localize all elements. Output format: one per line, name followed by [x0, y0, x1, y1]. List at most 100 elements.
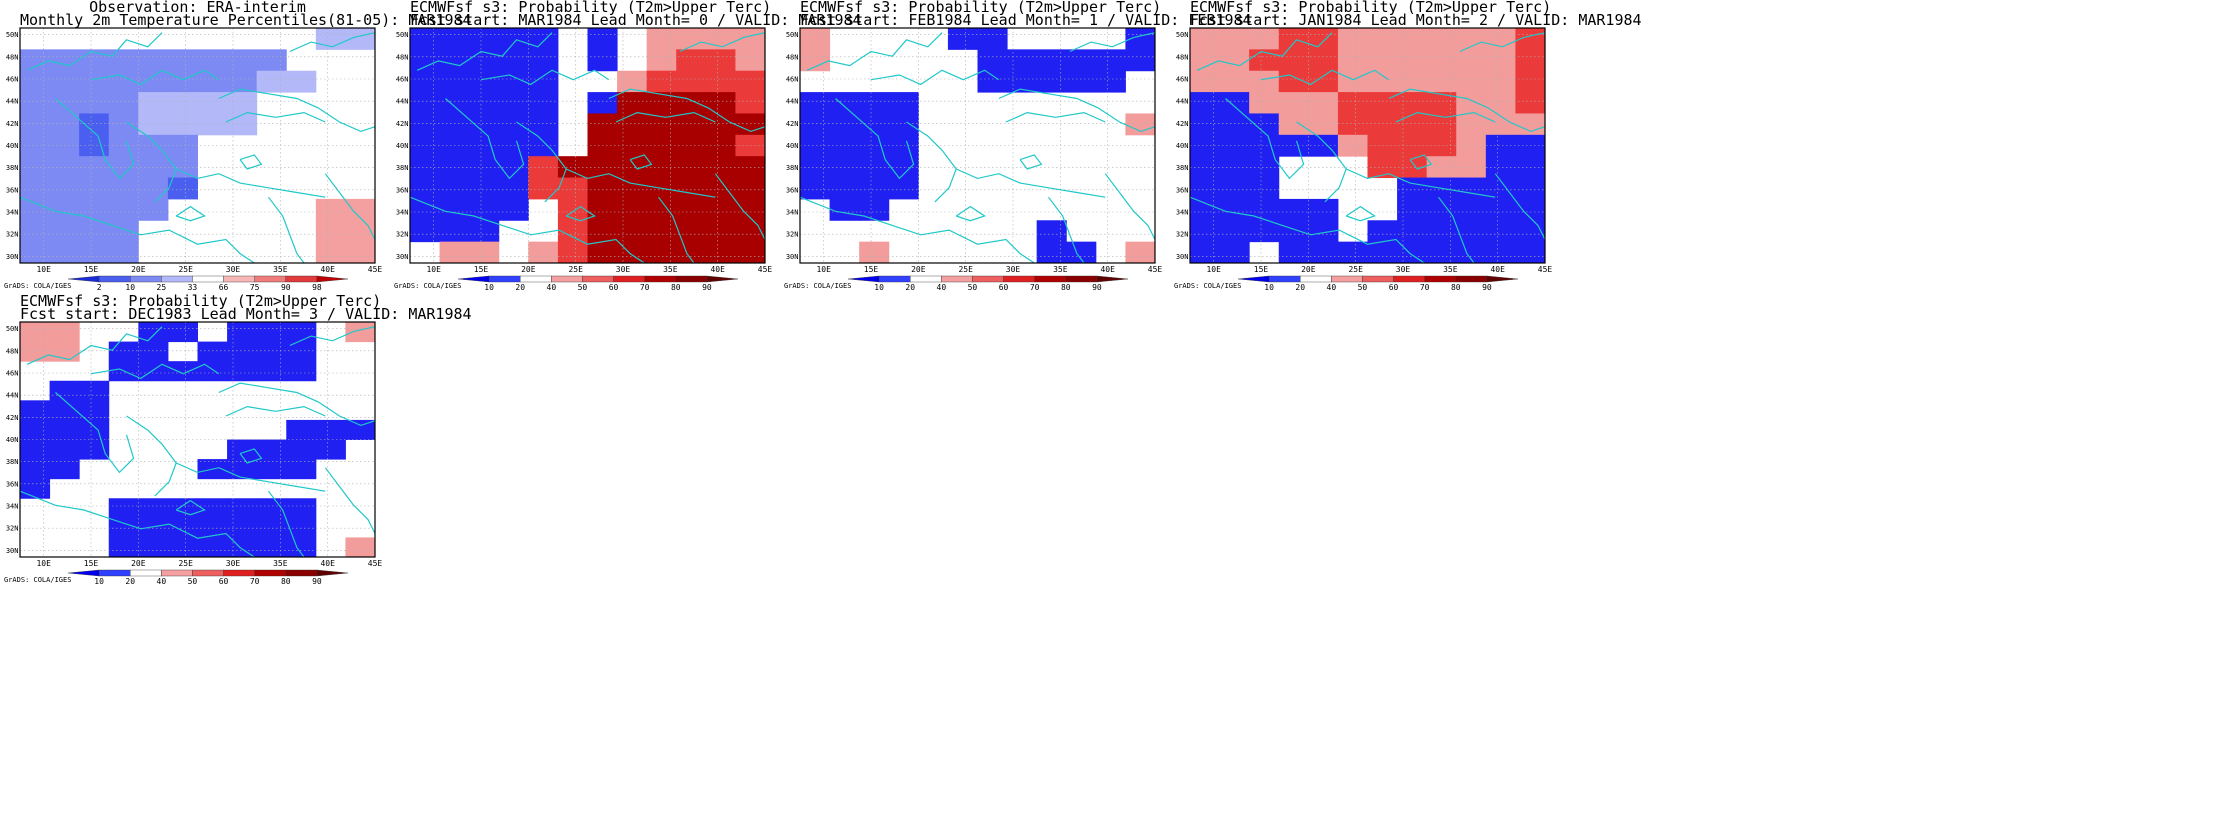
lat-tick-label: 36N [1176, 186, 1189, 194]
colorbar-swatch [1237, 275, 1270, 283]
grid-cell [1190, 92, 1221, 114]
shaded-cells [410, 28, 766, 264]
grid-cell [227, 49, 258, 72]
grid-cell [286, 537, 317, 558]
colorbar-swatch [847, 275, 880, 283]
grid-cell [587, 198, 618, 221]
lon-tick-label: 15E [864, 265, 879, 274]
grid-cell [587, 241, 618, 264]
grid-cell [676, 49, 707, 72]
colorbar-swatch [67, 569, 100, 577]
colorbar-swatch [551, 275, 583, 283]
grid-cell [286, 498, 317, 519]
grid-cell [1426, 113, 1457, 136]
colorbar-label: 40 [937, 283, 947, 292]
grid-cell [227, 113, 258, 136]
map-svg: 10E 15E 20E 25E 30E 35E 40E 45E 30N 32N 34N 36N 38N 4… [786, 27, 1162, 292]
colorbar-swatch [130, 275, 162, 283]
grid-cell [1367, 113, 1398, 136]
shaded-cells [20, 322, 376, 558]
grid-cell [1249, 156, 1280, 179]
grid-cell [20, 341, 51, 362]
grid-cell [1456, 70, 1487, 93]
grid-cell [315, 419, 346, 440]
colorbar-swatch [1424, 275, 1456, 283]
grid-cell [256, 439, 287, 460]
lat-tick-label: 36N [6, 480, 19, 488]
lon-tick-label: 15E [84, 559, 99, 568]
grid-cell [167, 113, 198, 136]
colorbar-label: 40 [1327, 283, 1337, 292]
grid-cell [1337, 241, 1368, 264]
grid-cell [1308, 241, 1339, 264]
grid-cell [345, 198, 376, 221]
panel-title-line-1: ECMWFsf s3: Probability (T2m>Upper Terc) [410, 0, 772, 16]
lon-tick-label: 40E [1100, 265, 1115, 274]
grid-cell [79, 92, 110, 114]
colorbar-label: 10 [484, 283, 494, 292]
grid-cell [676, 70, 707, 93]
grid-cell [108, 220, 139, 243]
grid-cell [859, 156, 890, 179]
colorbar-swatch [1034, 275, 1066, 283]
grid-cell [345, 241, 376, 264]
grid-cell [410, 198, 441, 221]
grid-cell [49, 241, 80, 264]
grid-cell [108, 517, 139, 538]
coastlines [1189, 32, 1546, 264]
grid-cell [1426, 134, 1457, 157]
grid-cell [947, 28, 978, 50]
lat-tick-label: 46N [396, 75, 409, 83]
lon-tick-label: 15E [1254, 265, 1269, 274]
colorbar-swatch [457, 275, 490, 283]
grid-cell [1219, 92, 1250, 114]
coastlines [409, 32, 766, 264]
grid-cell [286, 419, 317, 440]
grid-cell [1308, 220, 1339, 243]
grid-cell [469, 198, 500, 221]
grid-cell [705, 113, 736, 136]
colorbar [1237, 275, 1519, 283]
grid-cell [20, 134, 51, 157]
colorbar-label: 90 [1092, 283, 1102, 292]
grid-cell [1190, 241, 1221, 264]
lat-tick-label: 44N [786, 98, 799, 106]
colorbar-label: 60 [999, 283, 1009, 292]
map-svg: 10E 15E 20E 25E 30E 35E 40E 45E 30N 32N 34N 36N 38N 4… [6, 321, 382, 586]
grid-cell [557, 241, 588, 264]
grid-cell [1426, 70, 1457, 93]
grid-cell [498, 198, 529, 221]
lon-tick-label: 45E [758, 265, 773, 274]
grid-cell [498, 156, 529, 179]
grid-cell [1397, 49, 1428, 72]
grid-cell [108, 92, 139, 114]
grid-cell [256, 49, 287, 72]
grid-cell [705, 198, 736, 221]
lon-tick-label: 25E [178, 559, 193, 568]
grid-cell [1485, 70, 1516, 93]
grid-cell [646, 156, 677, 179]
grid-cell [20, 459, 51, 480]
grid-cell [528, 28, 559, 50]
colorbar-label: 10 [125, 283, 135, 292]
grid-cell [49, 92, 80, 114]
lon-tick-label: 10E [426, 265, 441, 274]
grid-cell [1036, 49, 1067, 72]
map-frame [19, 27, 376, 264]
colorbar-swatch [878, 275, 911, 283]
grid-cell [256, 361, 287, 382]
grid-cell [439, 28, 470, 50]
grid-cell [167, 92, 198, 114]
grid-cell [1219, 49, 1250, 72]
lat-tick-label: 48N [6, 347, 19, 355]
grid-cell [138, 177, 169, 200]
grid-cell [79, 220, 110, 243]
grid-cell [498, 70, 529, 93]
grid-cell [829, 92, 860, 114]
grid-cell [1190, 134, 1221, 157]
lat-tick-label: 36N [6, 186, 19, 194]
grid-cell [315, 220, 346, 243]
grid-cell [1515, 92, 1546, 114]
grid-cell [1337, 134, 1368, 157]
grid-cell [1219, 113, 1250, 136]
